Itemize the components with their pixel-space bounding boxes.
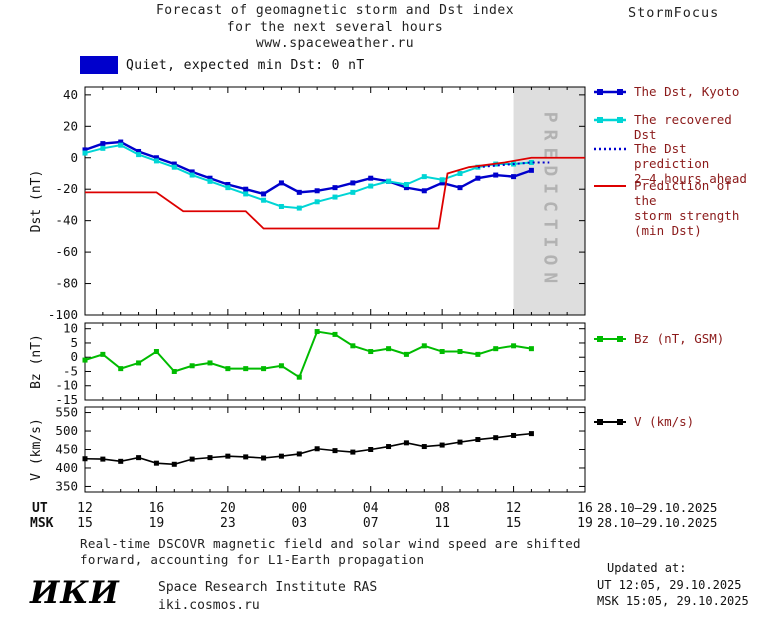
updated-msk: MSK 15:05, 29.10.2025 <box>597 594 749 608</box>
svg-text:-5: -5 <box>63 363 78 378</box>
svg-text:Bz (nT): Bz (nT) <box>29 334 44 389</box>
svg-text:12: 12 <box>77 501 93 516</box>
swatch-marker <box>617 419 623 425</box>
propagation-note: Real-time DSCOVR magnetic field and sola… <box>80 536 581 567</box>
svg-text:-10: -10 <box>55 378 78 393</box>
svg-text:350: 350 <box>55 478 78 493</box>
swatch-marker <box>597 117 603 123</box>
svg-text:450: 450 <box>55 442 78 457</box>
svg-text:-15: -15 <box>55 392 78 407</box>
v-swatch <box>594 419 626 425</box>
legend-label-storm-prediction: Prediction of the storm strength (min Ds… <box>634 178 740 238</box>
legend-item-storm-prediction: Prediction of the storm strength (min Ds… <box>593 178 760 238</box>
svg-text:V (km/s): V (km/s) <box>29 418 44 481</box>
brand-stormfocus: StormFocus <box>628 5 720 21</box>
page-title: Forecast of geomagnetic storm and Dst in… <box>155 3 515 51</box>
svg-text:-100: -100 <box>48 307 78 322</box>
dst-prediction-swatch <box>594 147 626 151</box>
svg-text:19: 19 <box>149 516 165 531</box>
legend-label-recovered-dst: The recovered Dst <box>634 112 732 142</box>
swatch-marker <box>617 117 623 123</box>
svg-text:12: 12 <box>506 501 522 516</box>
svg-text:-40: -40 <box>55 213 78 228</box>
dst-kyoto-swatch <box>594 89 626 95</box>
svg-text:16: 16 <box>149 501 165 516</box>
legend-item-bz: Bz (nT, GSM) <box>593 331 724 346</box>
svg-text:07: 07 <box>363 516 379 531</box>
storm-prediction-swatch <box>594 185 626 187</box>
svg-text:20: 20 <box>220 501 236 516</box>
svg-text:00: 00 <box>291 501 307 516</box>
quiet-status-swatch <box>80 56 118 74</box>
legend-label-bz: Bz (nT, GSM) <box>634 331 725 346</box>
svg-text:0: 0 <box>70 150 78 165</box>
svg-text:08: 08 <box>434 501 450 516</box>
svg-text:400: 400 <box>55 460 78 475</box>
updated-block: Updated at: UT 12:05, 29.10.2025 MSK 15:… <box>597 560 749 610</box>
institute-site: iki.cosmos.ru <box>158 598 260 613</box>
quiet-status-text: Quiet, expected min Dst: 0 nT <box>126 57 365 73</box>
svg-text:10: 10 <box>63 321 78 336</box>
svg-text:16: 16 <box>577 501 593 516</box>
swatch-marker <box>617 89 623 95</box>
bz-swatch <box>594 336 626 342</box>
svg-text:03: 03 <box>291 516 307 531</box>
svg-text:500: 500 <box>55 423 78 438</box>
legend-item-dst-prediction: The Dst prediction 2–4 hours ahead <box>593 141 760 186</box>
svg-text:-80: -80 <box>55 276 78 291</box>
legend-label-v: V (km/s) <box>634 414 695 429</box>
legend-item-recovered-dst: The recovered Dst <box>593 112 760 142</box>
svg-text:550: 550 <box>55 405 78 420</box>
svg-text:20: 20 <box>63 118 78 133</box>
svg-text:Dst (nT): Dst (nT) <box>29 170 44 233</box>
quiet-swatch-rect <box>80 56 118 74</box>
svg-text:04: 04 <box>363 501 379 516</box>
swatch-marker <box>597 89 603 95</box>
svg-text:40: 40 <box>63 87 78 102</box>
svg-text:MSK: MSK <box>30 516 54 531</box>
svg-text:11: 11 <box>434 516 450 531</box>
institute-name: Space Research Institute RAS <box>158 580 378 595</box>
svg-text:UT: UT <box>32 501 48 516</box>
institute-block: Space Research Institute RAS iki.cosmos.… <box>158 579 377 615</box>
recovered-dst-swatch <box>594 117 626 123</box>
svg-text:19: 19 <box>577 516 593 531</box>
quiet-status-banner: Quiet, expected min Dst: 0 nT <box>80 56 365 74</box>
svg-text:15: 15 <box>77 516 93 531</box>
legend-item-dst-kyoto: The Dst, Kyoto <box>593 84 739 99</box>
svg-text:-60: -60 <box>55 244 78 259</box>
svg-text:PREDICTION: PREDICTION <box>539 112 560 290</box>
legend-item-v: V (km/s) <box>593 414 694 429</box>
svg-text:23: 23 <box>220 516 236 531</box>
svg-text:15: 15 <box>506 516 522 531</box>
svg-text:0: 0 <box>70 349 78 364</box>
updated-ut: UT 12:05, 29.10.2025 <box>597 577 742 592</box>
svg-text:28.10–29.10.2025: 28.10–29.10.2025 <box>597 515 717 530</box>
svg-text:5: 5 <box>70 335 78 350</box>
svg-text:28.10–29.10.2025: 28.10–29.10.2025 <box>597 500 717 515</box>
swatch-marker <box>617 336 623 342</box>
swatch-marker <box>597 419 603 425</box>
svg-text:-20: -20 <box>55 181 78 196</box>
legend-label-dst-kyoto: The Dst, Kyoto <box>634 84 740 99</box>
swatch-marker <box>597 336 603 342</box>
legend-label-dst-prediction: The Dst prediction 2–4 hours ahead <box>634 141 747 186</box>
iki-logo: ИКИ <box>30 575 120 611</box>
updated-label: Updated at: <box>607 561 687 575</box>
